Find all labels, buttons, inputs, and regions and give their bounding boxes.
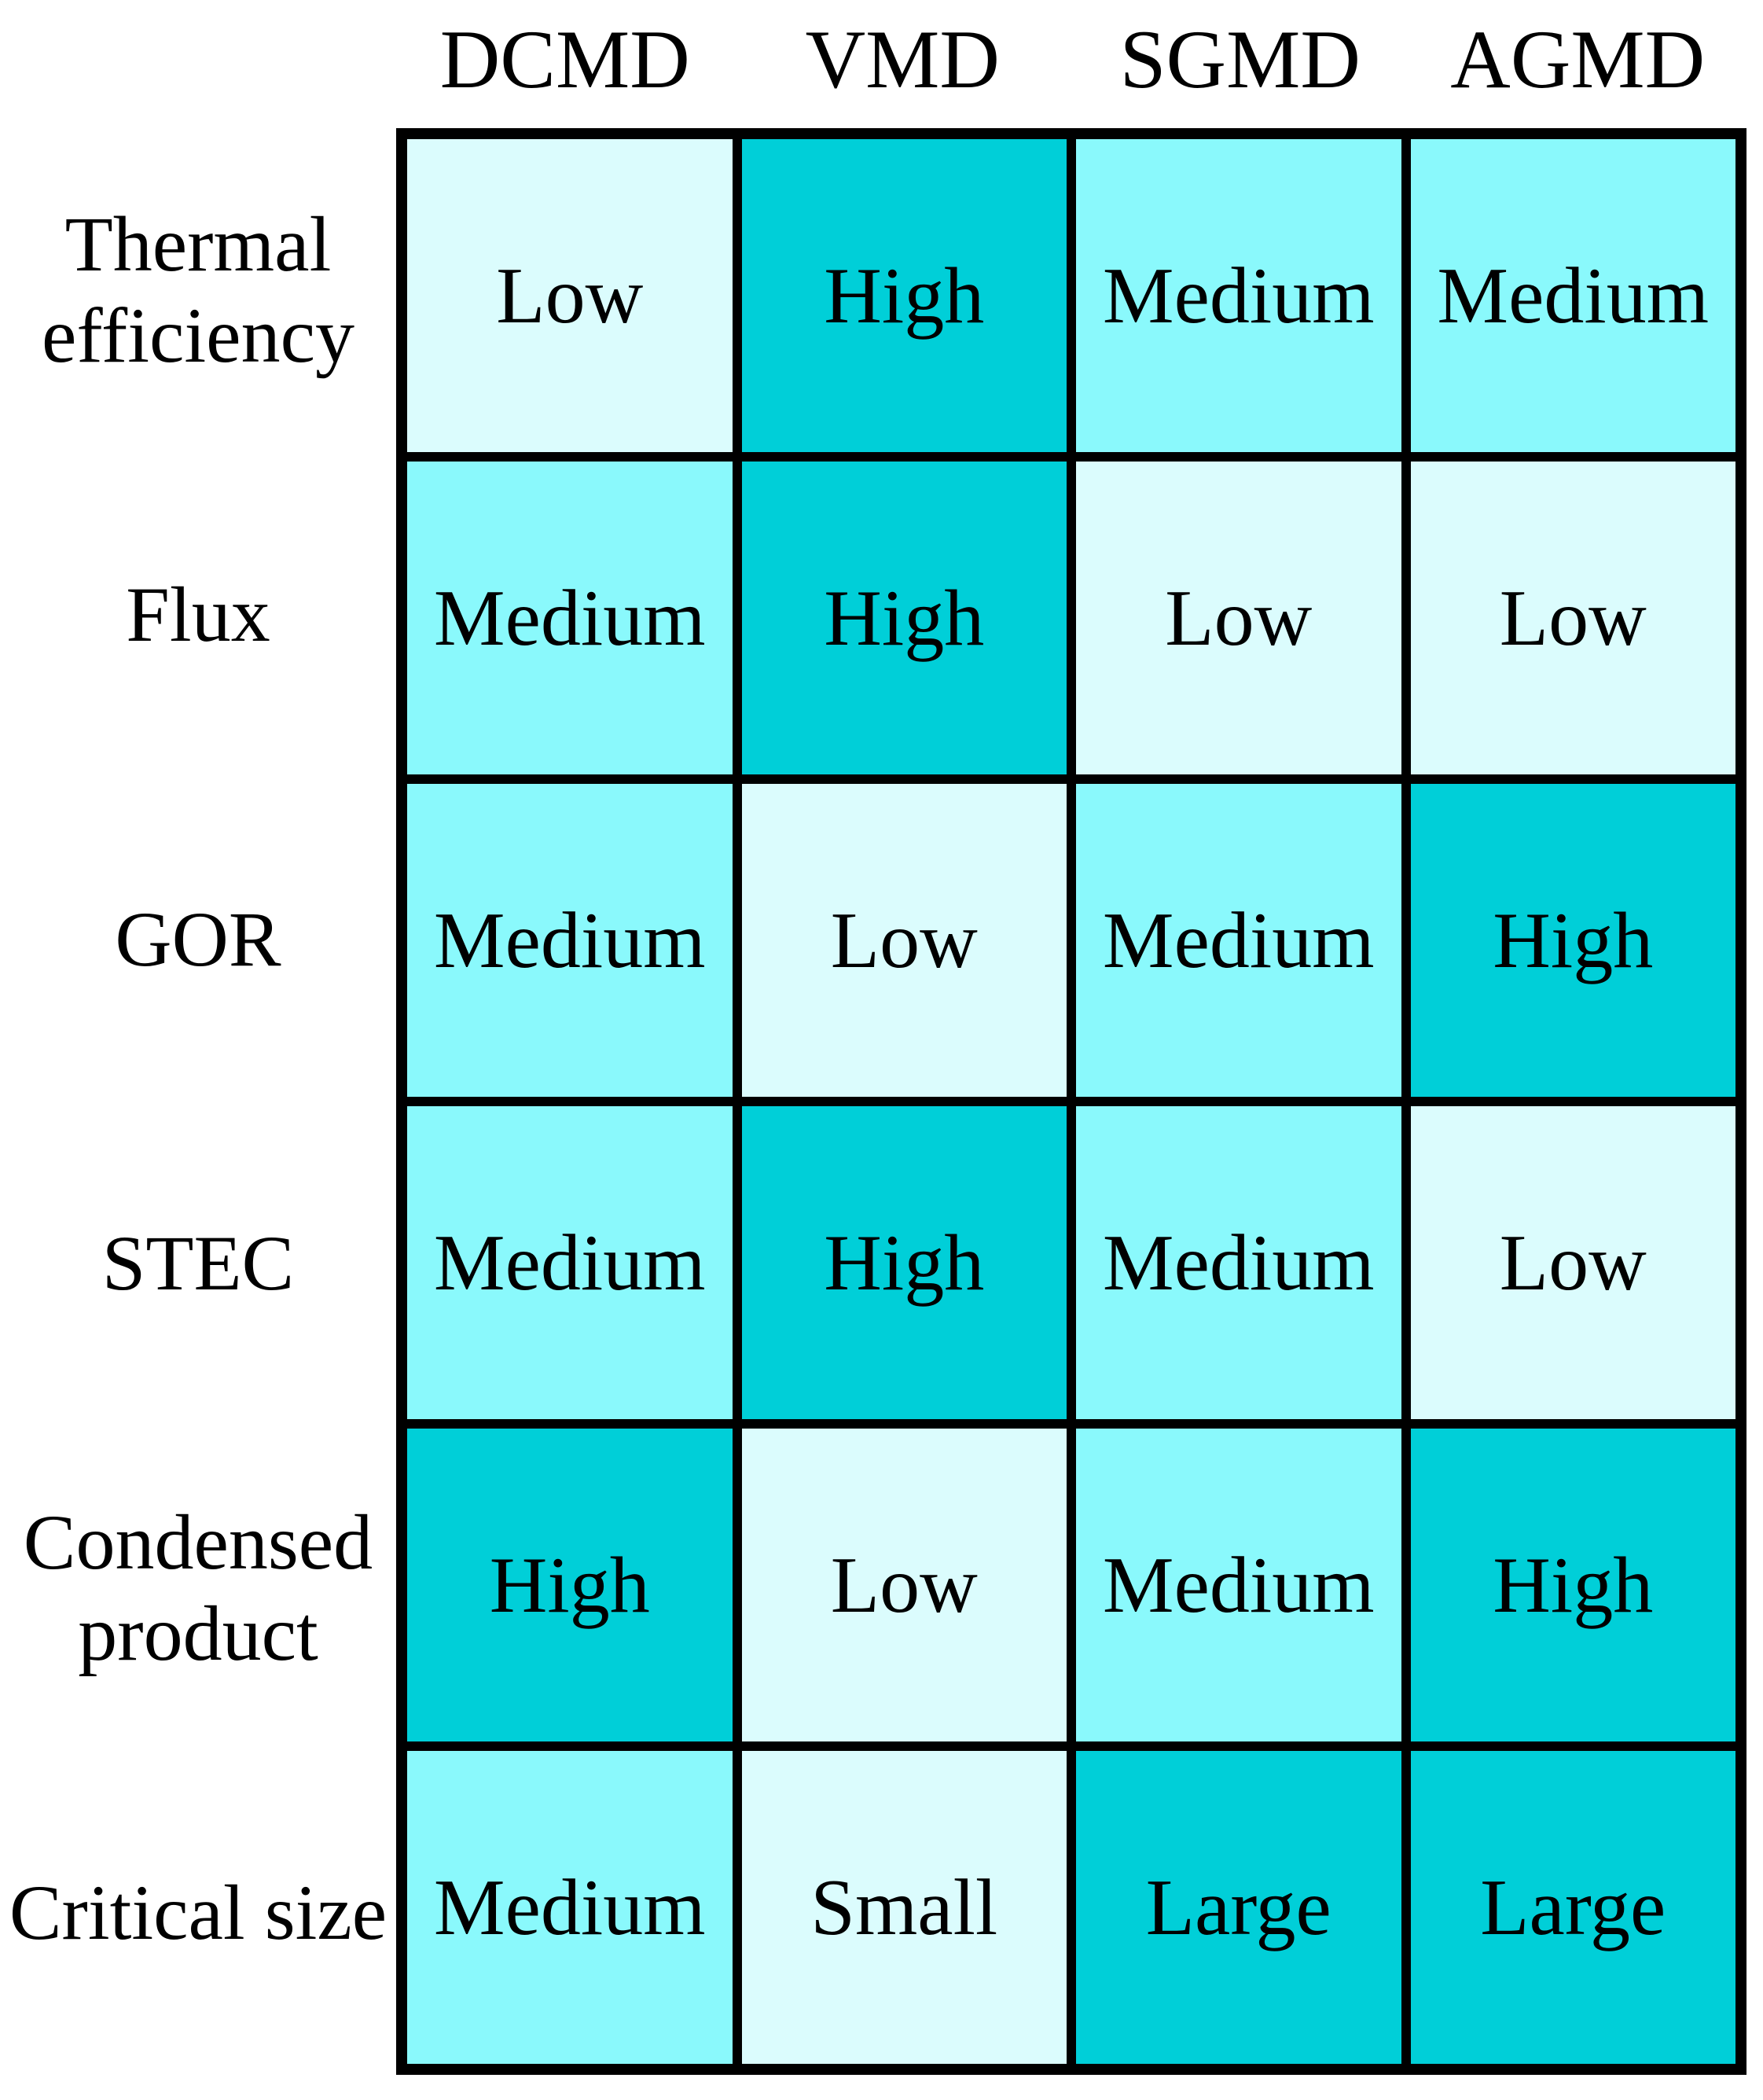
- heatmap-cell: Small: [741, 1751, 1067, 2064]
- heatmap-cell: Medium: [1410, 139, 1735, 452]
- heatmap-cell: Low: [741, 1429, 1067, 1741]
- row-label-critical-size: Critical size: [9, 1868, 387, 1956]
- heatmap-cell: High: [1410, 1429, 1735, 1741]
- heatmap-grid: Low High Medium Medium Medium High Low L…: [396, 128, 1746, 2075]
- column-header-dcmd: DCMD: [439, 13, 690, 105]
- heatmap-cell: Medium: [407, 462, 733, 774]
- heatmap-cell: Medium: [407, 784, 733, 1097]
- heatmap-cell: Large: [1076, 1751, 1401, 2064]
- row-label-column: Thermal efficiency Flux GOR STEC Condens…: [0, 128, 396, 2075]
- heatmap-cell: Medium: [407, 1751, 733, 2064]
- row-label-condensed-product: Condensed product: [23, 1498, 373, 1677]
- column-header-sgmd: SGMD: [1119, 13, 1361, 105]
- heatmap-cell: Medium: [1076, 784, 1401, 1097]
- heatmap-cell: Low: [407, 139, 733, 452]
- heatmap-cell: High: [741, 462, 1067, 774]
- row-label-gor: GOR: [115, 895, 281, 983]
- heatmap-cell: Medium: [1076, 139, 1401, 452]
- heatmap-cell: High: [741, 139, 1067, 452]
- heatmap-cell: Medium: [1076, 1429, 1401, 1741]
- row-label-flux: Flux: [126, 570, 270, 658]
- heatmap-cell: Medium: [1076, 1106, 1401, 1419]
- column-header-agmd: AGMD: [1450, 13, 1706, 105]
- column-header-vmd: VMD: [805, 13, 1000, 105]
- heatmap-cell: High: [407, 1429, 733, 1741]
- column-header-row: DCMD VMD SGMD AGMD: [396, 0, 1746, 120]
- heatmap-cell: Low: [1076, 462, 1401, 774]
- heatmap-cell: Low: [1410, 462, 1735, 774]
- row-label-thermal-efficiency: Thermal efficiency: [42, 200, 354, 380]
- row-label-stec: STEC: [101, 1219, 295, 1307]
- heatmap-cell: High: [741, 1106, 1067, 1419]
- heatmap-cell: Large: [1410, 1751, 1735, 2064]
- heatmap-cell: Medium: [407, 1106, 733, 1419]
- heatmap-cell: Low: [1410, 1106, 1735, 1419]
- heatmap-cell: High: [1410, 784, 1735, 1097]
- heatmap-cell: Low: [741, 784, 1067, 1097]
